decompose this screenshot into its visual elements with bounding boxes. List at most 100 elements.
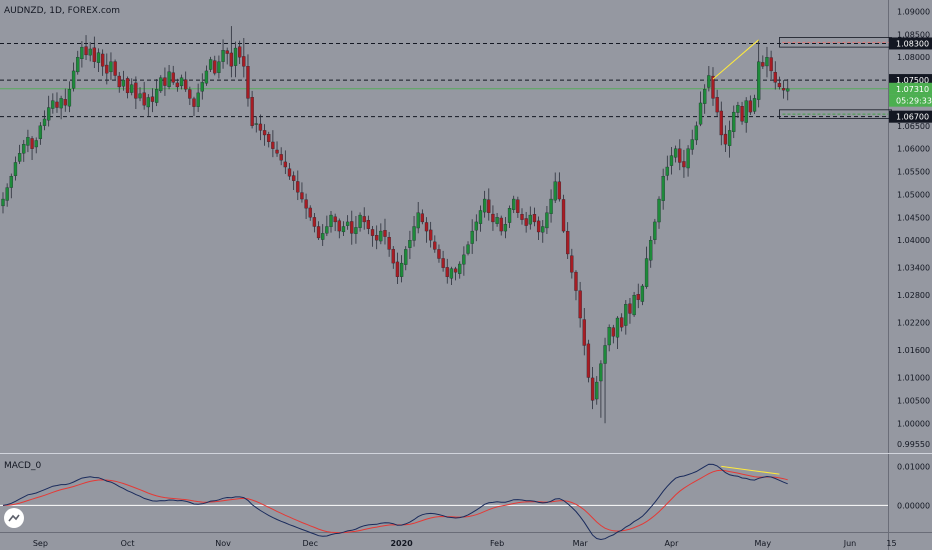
candle-up xyxy=(204,70,209,84)
candle-down xyxy=(150,96,155,102)
candle-down xyxy=(366,220,371,229)
candle-down xyxy=(287,168,292,177)
price-tick-label: 1.04500 xyxy=(897,213,930,222)
candle-up xyxy=(736,105,740,113)
candle-up xyxy=(474,221,478,231)
candle-down xyxy=(719,110,723,136)
candle-down xyxy=(441,258,445,268)
candle-up xyxy=(179,77,184,87)
candle-down xyxy=(561,199,566,232)
candle-up xyxy=(528,214,532,225)
price-tick-label: 1.09000 xyxy=(897,7,930,16)
candle-down xyxy=(536,220,541,233)
candle-down xyxy=(271,141,275,149)
candle-up xyxy=(657,198,661,223)
candle-up xyxy=(416,212,420,229)
candle-down xyxy=(395,261,400,277)
time-tick-label: Dec xyxy=(303,539,318,548)
candle-up xyxy=(470,230,474,244)
candle-down xyxy=(229,52,234,67)
candle-up xyxy=(752,98,757,112)
candle-down xyxy=(105,64,109,74)
macd-tick-label: 0.00000 xyxy=(897,501,930,510)
candle-down xyxy=(279,154,283,161)
candle-down xyxy=(769,57,773,72)
candle-up xyxy=(233,47,238,66)
price-label-text: 1.06700 xyxy=(896,113,929,122)
candle-down xyxy=(499,217,503,232)
candle-up xyxy=(732,111,736,132)
candle-up xyxy=(603,345,607,364)
candle-up xyxy=(13,162,18,176)
candle-down xyxy=(586,343,591,378)
candle-up xyxy=(200,82,204,92)
candle-up xyxy=(146,97,150,108)
candle-down xyxy=(213,60,217,74)
candle-down xyxy=(283,161,287,168)
candle-up xyxy=(727,130,732,146)
candle-down xyxy=(337,220,341,232)
candle-up xyxy=(80,46,84,60)
price-label-text: 05:29:33 xyxy=(896,97,932,106)
candle-down xyxy=(30,138,34,149)
candle-down xyxy=(258,123,263,131)
candle-down xyxy=(740,106,744,122)
candle-up xyxy=(503,224,508,232)
price-label-text: 1.07310 xyxy=(896,85,929,94)
candle-up xyxy=(669,155,674,166)
candle-up xyxy=(653,221,657,240)
candle-down xyxy=(383,230,387,237)
candle-up xyxy=(698,102,703,125)
time-tick-label: Jun xyxy=(843,539,857,548)
candle-up xyxy=(22,143,26,154)
candle-down xyxy=(55,101,59,108)
candle-down xyxy=(578,290,582,319)
candle-down xyxy=(387,237,391,250)
candle-down xyxy=(574,271,578,291)
candle-down xyxy=(516,199,520,213)
candle-down xyxy=(171,72,175,83)
candle-down xyxy=(590,377,595,401)
macd-indicator-label[interactable]: MACD_0 xyxy=(4,461,42,471)
candle-down xyxy=(375,235,379,241)
candle-down xyxy=(242,56,246,67)
candle-down xyxy=(296,181,300,193)
tradingview-logo-icon[interactable] xyxy=(4,508,24,528)
candle-up xyxy=(217,61,221,73)
price-tick-label: 1.05500 xyxy=(897,168,930,177)
candle-up xyxy=(329,214,333,227)
price-tick-label: 1.05000 xyxy=(897,190,930,199)
candle-down xyxy=(420,213,425,223)
candle-up xyxy=(208,59,213,70)
candle-up xyxy=(159,77,163,92)
candle-down xyxy=(678,148,682,163)
price-tick-label: 1.01600 xyxy=(897,346,930,355)
time-tick-label: Feb xyxy=(490,539,504,548)
candle-up xyxy=(482,198,487,213)
candle-down xyxy=(566,231,570,255)
candle-down xyxy=(188,89,192,99)
candle-down xyxy=(557,181,562,200)
time-tick-label: Apr xyxy=(665,539,680,548)
candle-up xyxy=(644,258,649,287)
price-tick-label: 1.06500 xyxy=(897,122,930,131)
candle-down xyxy=(619,317,624,328)
candle-down xyxy=(125,78,130,94)
candle-down xyxy=(748,100,753,113)
price-label-text: 1.07500 xyxy=(896,76,929,85)
candle-up xyxy=(221,50,225,62)
candle-up xyxy=(1,198,5,207)
price-label-box xyxy=(889,94,932,107)
candle-up xyxy=(399,262,404,277)
candle-down xyxy=(308,207,312,218)
candle-up xyxy=(599,363,603,382)
candle-down xyxy=(445,267,449,277)
candle-up xyxy=(109,61,113,73)
time-tick-label: Sep xyxy=(33,539,48,548)
price-label-text: 1.08300 xyxy=(896,39,929,48)
candle-down xyxy=(316,226,321,239)
candle-up xyxy=(354,227,358,234)
price-tick-label: 1.08000 xyxy=(897,53,930,62)
price-tick-label: 1.06000 xyxy=(897,145,930,154)
